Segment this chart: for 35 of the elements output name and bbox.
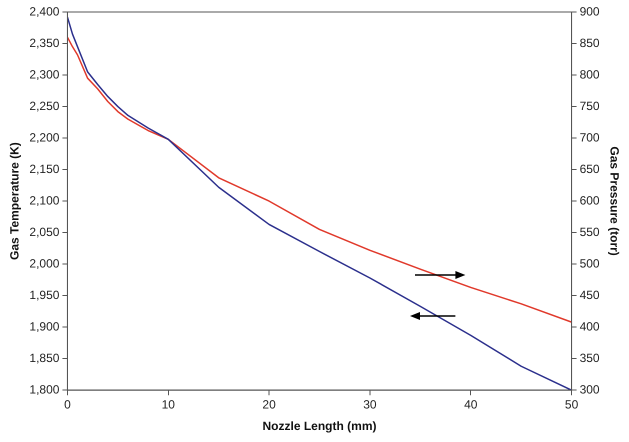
y2-axis-title: Gas Pressure (torr): [607, 146, 622, 256]
y-tick-label: 1,950: [29, 288, 60, 302]
y-tick-label: 2,350: [29, 36, 60, 50]
y2-tick-label: 650: [580, 162, 600, 176]
x-axis-title: Nozzle Length (mm): [262, 419, 377, 434]
y-tick-label: 2,400: [29, 4, 60, 18]
x-tick-label: 10: [162, 398, 176, 412]
y2-tick-label: 850: [580, 36, 600, 50]
y2-tick-label: 450: [580, 288, 600, 302]
y-tick-label: 1,800: [29, 382, 60, 397]
y-tick-label: 2,000: [29, 256, 60, 270]
y2-tick-label: 500: [580, 256, 600, 270]
y-tick-label: 2,200: [29, 130, 60, 144]
y2-tick-label: 600: [580, 193, 600, 208]
x-tick-label: 30: [363, 398, 377, 412]
y2-tick-label: 900: [580, 4, 600, 18]
y-axis-title: Gas Temperature (K): [8, 142, 22, 260]
y2-tick-label: 800: [580, 67, 600, 82]
y2-tick-label: 700: [580, 130, 600, 144]
y-tick-label: 2,300: [29, 67, 60, 82]
y-tick-label: 2,100: [29, 193, 60, 208]
x-tick-label: 20: [262, 398, 276, 412]
y2-tick-label: 300: [580, 382, 600, 397]
x-tick-label: 0: [64, 398, 72, 412]
y-tick-label: 1,850: [29, 350, 60, 365]
y-tick-label: 2,250: [29, 98, 60, 113]
y2-tick-label: 400: [580, 319, 600, 334]
y2-tick-label: 350: [580, 350, 600, 365]
x-tick-label: 40: [464, 398, 478, 412]
y2-tick-label: 750: [580, 98, 600, 113]
y-tick-label: 2,150: [29, 162, 60, 176]
x-tick-label: 50: [564, 398, 579, 412]
y-tick-label: 2,050: [29, 224, 60, 239]
y2-tick-label: 550: [580, 224, 600, 239]
y-tick-label: 1,900: [29, 319, 60, 334]
